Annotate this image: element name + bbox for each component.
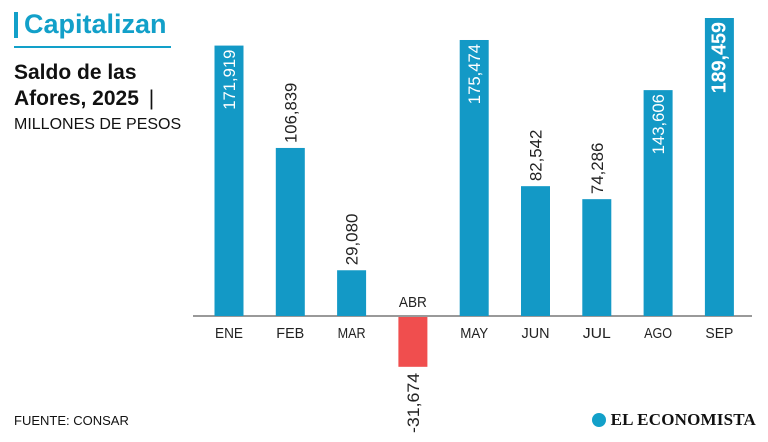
x-tick-label-may: MAY — [460, 325, 488, 342]
x-tick-label-sep: SEP — [705, 325, 733, 342]
x-tick-label-ene: ENE — [215, 325, 243, 342]
brand-name: EL ECONOMISTA — [610, 410, 756, 429]
data-label-mar: 29,080 — [343, 214, 362, 266]
brand-logo-icon — [591, 413, 606, 427]
bar-jul — [582, 199, 612, 316]
bar-ene — [214, 45, 244, 317]
chart-title-line2: Afores, 2025 — [14, 87, 139, 110]
bar-may — [459, 39, 489, 316]
data-label-sep: 189,459 — [708, 22, 730, 93]
x-tick-label-feb: FEB — [276, 325, 304, 342]
kicker-underline — [14, 46, 171, 48]
x-tick-label-abr: ABR — [399, 294, 427, 311]
x-tick-label-jun: JUN — [522, 325, 550, 342]
bar-jun — [521, 186, 550, 316]
source-note: FUENTE: CONSAR — [14, 413, 129, 428]
data-label-jun: 82,542 — [527, 130, 546, 182]
data-label-jul: 74,286 — [588, 143, 607, 195]
x-tick-label-ago: AGO — [644, 325, 672, 342]
chart-subtitle: MILLONES DE PESOS — [14, 116, 182, 133]
data-label-feb: 106,839 — [281, 83, 300, 143]
bar-ago — [643, 90, 673, 317]
x-tick-label-mar: MAR — [338, 325, 366, 342]
data-label-abr: -31,674 — [404, 373, 423, 433]
title-separator: | — [148, 87, 155, 110]
bar-sep — [704, 18, 734, 316]
data-label-ago: 143,606 — [649, 94, 668, 154]
chart-title-line2-row: Afores, 2025 | — [14, 87, 154, 111]
brand-logo: EL ECONOMISTA — [591, 410, 756, 430]
kicker-title: Capitalizan — [24, 9, 167, 39]
kicker-accent-bar — [14, 12, 18, 38]
data-label-ene: 171,919 — [220, 50, 239, 110]
x-tick-label-jul: JUL — [583, 325, 611, 342]
data-label-may: 175,474 — [465, 44, 484, 104]
bar-feb — [275, 147, 305, 316]
chart-title-line1: Saldo de las — [14, 61, 137, 84]
bar-abr — [398, 317, 428, 367]
bar-mar — [337, 270, 367, 316]
